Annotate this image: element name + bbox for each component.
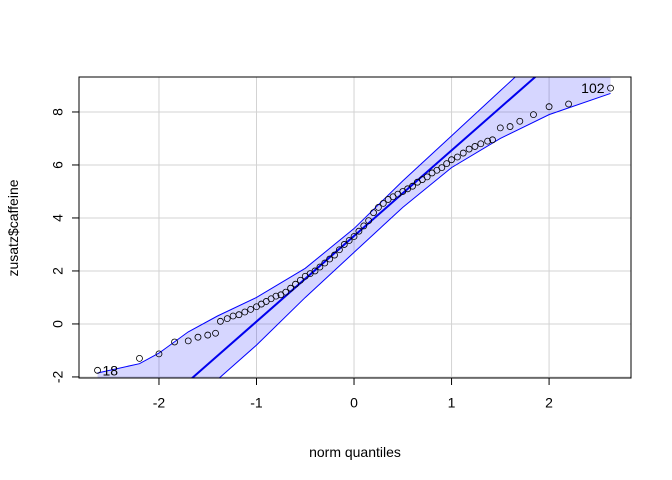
data-point bbox=[365, 217, 373, 225]
data-point bbox=[204, 331, 212, 339]
data-point bbox=[296, 276, 304, 284]
data-point bbox=[350, 233, 358, 240]
data-point bbox=[423, 173, 431, 181]
plot-frame bbox=[78, 76, 632, 379]
point-annotation: 102 bbox=[581, 80, 605, 96]
data-point bbox=[454, 153, 461, 161]
data-point bbox=[223, 315, 231, 323]
data-point bbox=[465, 145, 473, 153]
data-point bbox=[235, 311, 243, 319]
x-axis-label: norm quantiles bbox=[309, 444, 401, 460]
y-tick-label: -2 bbox=[50, 371, 66, 384]
plot-area bbox=[94, 77, 614, 378]
data-point bbox=[438, 164, 446, 172]
data-point bbox=[530, 111, 537, 119]
data-point bbox=[326, 255, 334, 263]
data-point bbox=[459, 149, 467, 157]
data-point bbox=[370, 209, 377, 217]
y-axis-label: zusatz$caffeine bbox=[5, 179, 21, 276]
data-point bbox=[516, 117, 524, 125]
y-tick-label: 2 bbox=[50, 267, 66, 275]
data-point bbox=[287, 284, 295, 292]
data-point bbox=[136, 354, 143, 362]
y-tick-label: 0 bbox=[50, 320, 66, 328]
data-point bbox=[360, 222, 368, 230]
reference-line bbox=[190, 77, 537, 378]
y-tick-label: 6 bbox=[50, 161, 66, 169]
data-point bbox=[545, 103, 553, 111]
data-point bbox=[355, 227, 363, 235]
data-point bbox=[345, 237, 353, 244]
data-point bbox=[247, 305, 255, 313]
data-point bbox=[471, 143, 479, 150]
data-point bbox=[565, 100, 572, 108]
data-point bbox=[335, 246, 343, 254]
data-point bbox=[409, 182, 416, 190]
data-point bbox=[477, 140, 485, 148]
data-point bbox=[506, 123, 514, 130]
y-tick-label: 8 bbox=[50, 108, 66, 116]
x-tick-label: 0 bbox=[350, 394, 358, 410]
data-point bbox=[184, 337, 192, 345]
point-annotation: 18 bbox=[103, 362, 119, 378]
data-point bbox=[282, 288, 290, 296]
data-point bbox=[194, 333, 202, 341]
data-point bbox=[340, 241, 348, 248]
data-point bbox=[171, 338, 178, 346]
data-point bbox=[311, 267, 319, 275]
data-point bbox=[496, 124, 504, 132]
data-point bbox=[448, 156, 455, 164]
data-point bbox=[212, 329, 219, 337]
data-point bbox=[331, 251, 338, 259]
data-point bbox=[321, 259, 329, 267]
band-upper bbox=[97, 77, 516, 374]
data-point bbox=[316, 263, 324, 271]
x-tick-label: 1 bbox=[448, 394, 456, 410]
data-point bbox=[292, 280, 299, 288]
data-point bbox=[375, 203, 382, 211]
confidence-band bbox=[97, 77, 611, 378]
data-point bbox=[241, 308, 249, 316]
band-lower bbox=[218, 92, 611, 378]
data-point bbox=[272, 292, 280, 300]
data-point bbox=[94, 366, 101, 374]
x-tick-label: -2 bbox=[153, 394, 166, 410]
x-tick-label: 2 bbox=[545, 394, 553, 410]
data-point bbox=[155, 350, 163, 358]
data-point bbox=[489, 136, 496, 144]
y-tick-label: 4 bbox=[50, 214, 66, 222]
data-point bbox=[443, 160, 451, 168]
data-point bbox=[217, 317, 224, 325]
data-point bbox=[484, 137, 492, 145]
data-point bbox=[607, 84, 614, 92]
data-point bbox=[379, 199, 387, 207]
x-tick-label: -1 bbox=[250, 394, 263, 410]
